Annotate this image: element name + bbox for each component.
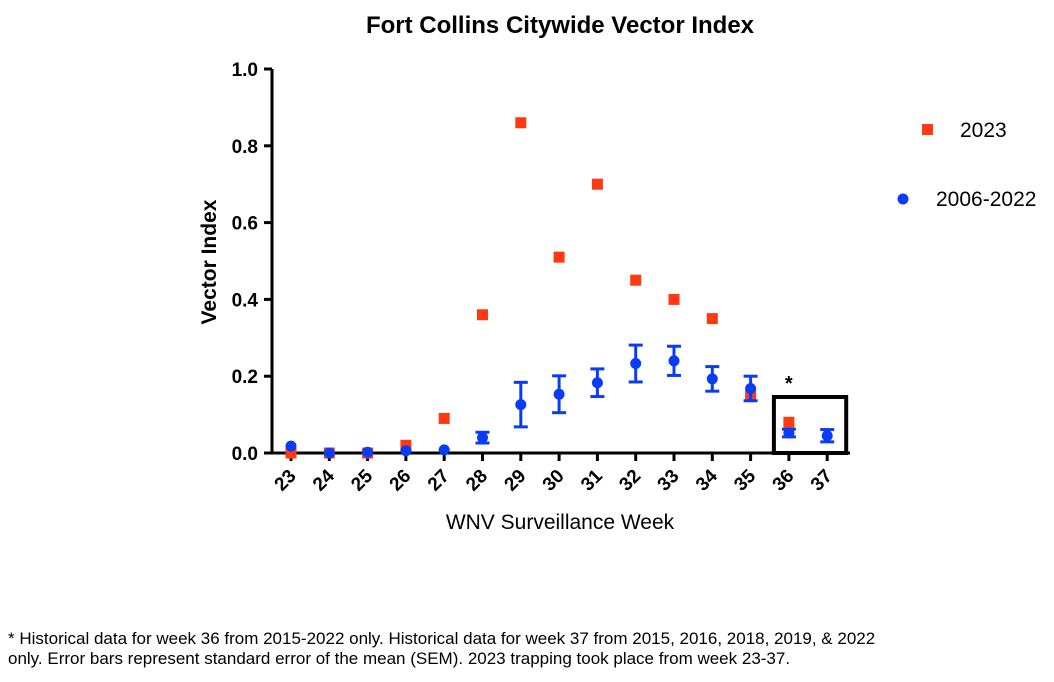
point-2023 — [668, 293, 680, 305]
x-tick-label: 24 — [309, 465, 339, 495]
annotation-asterisk: * — [785, 373, 793, 395]
x-tick-label: 25 — [347, 465, 377, 495]
x-tick-label: 35 — [730, 465, 760, 495]
y-axis-label: Vector Index — [198, 199, 221, 324]
point-2006-2022 — [668, 355, 680, 367]
x-tick-label: 28 — [462, 466, 492, 496]
highlight-box — [771, 395, 849, 455]
x-tick-label: 26 — [386, 466, 416, 496]
x-tick-label: 29 — [501, 466, 531, 496]
x-tick-label: 33 — [654, 466, 684, 496]
y-tick-label: 0.2 — [232, 367, 258, 388]
legend-marker-2006-2022 — [897, 193, 909, 205]
x-tick-label: 31 — [577, 465, 607, 495]
chart: Fort Collins Citywide Vector Index 0.00.… — [198, 12, 1036, 534]
point-2023 — [591, 178, 603, 190]
y-tick-label: 0.4 — [232, 290, 259, 311]
x-tick-label: 23 — [271, 466, 301, 496]
legend-marker-2023 — [922, 124, 933, 135]
point-2006-2022 — [400, 445, 412, 457]
chart-title: Fort Collins Citywide Vector Index — [366, 12, 755, 39]
point-2023 — [515, 117, 527, 129]
series-layer — [285, 117, 835, 459]
point-2023 — [783, 416, 795, 428]
x-axis-label: WNV Surveillance Week — [446, 511, 675, 534]
point-2006-2022 — [821, 430, 833, 442]
highlight-layer: * — [771, 373, 849, 455]
x-tick-label: 27 — [424, 466, 454, 496]
legend: 2023 2006-2022 — [897, 119, 1036, 211]
legend-label-2023: 2023 — [960, 119, 1007, 142]
y-tick-label: 0.8 — [232, 137, 258, 158]
point-2006-2022 — [783, 427, 795, 439]
x-tick-label: 36 — [769, 466, 799, 496]
y-tick-label: 0.6 — [232, 214, 258, 235]
legend-label-2006-2022: 2006-2022 — [936, 188, 1036, 211]
point-2006-2022 — [323, 447, 335, 459]
point-2006-2022 — [477, 432, 488, 444]
x-tick-label: 37 — [807, 466, 837, 496]
point-2006-2022 — [706, 373, 718, 385]
axes: 0.0 0.2 0.4 0.6 0.8 1.0 23 24 25 26 27 28 29 30 31 32 33… — [232, 60, 850, 495]
point-2006-2022 — [438, 444, 450, 456]
point-2023 — [630, 274, 642, 286]
point-2023 — [438, 412, 450, 424]
point-2006-2022 — [515, 399, 527, 411]
point-2023 — [706, 313, 718, 325]
point-2006-2022 — [591, 377, 603, 389]
y-tick-label: 0.0 — [232, 444, 258, 465]
point-2023 — [553, 251, 565, 263]
point-2023 — [285, 447, 297, 459]
footnote: * Historical data for week 36 from 2015-… — [8, 629, 876, 668]
point-2006-2022 — [553, 388, 565, 400]
point-2006-2022 — [745, 382, 757, 394]
point-2006-2022 — [362, 446, 374, 458]
x-tick-label: 32 — [615, 466, 645, 496]
point-2006-2022 — [285, 440, 297, 452]
x-tick-label: 34 — [692, 465, 722, 495]
point-2023 — [477, 309, 488, 321]
x-tick-label: 30 — [539, 466, 569, 496]
point-2006-2022 — [630, 358, 642, 370]
y-tick-label: 1.0 — [232, 60, 258, 81]
